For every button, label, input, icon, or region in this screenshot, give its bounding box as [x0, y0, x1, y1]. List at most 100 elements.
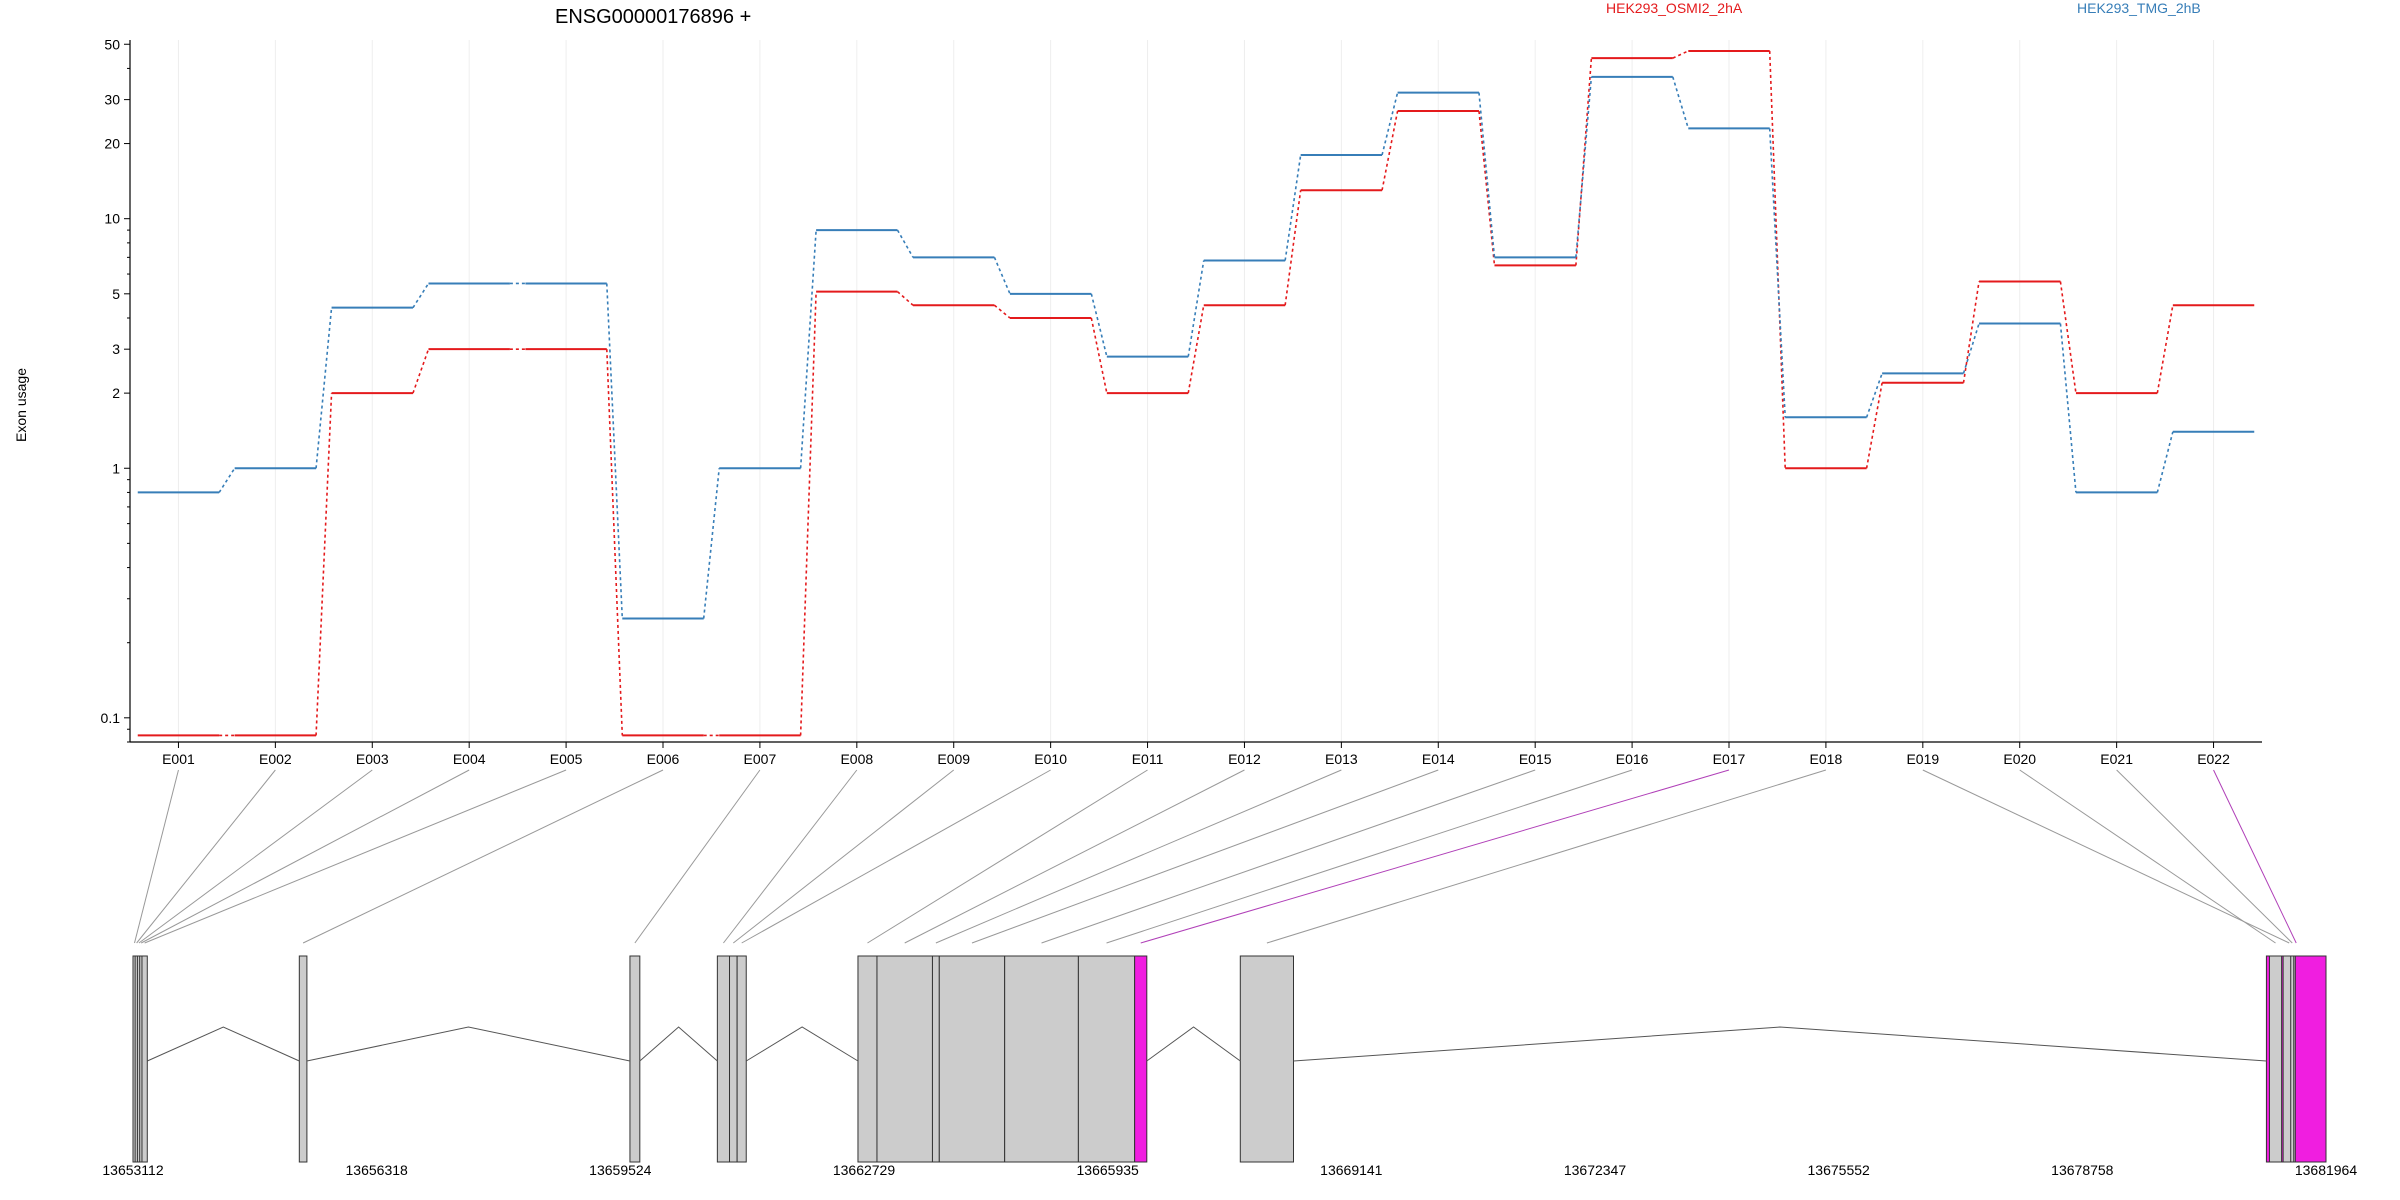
x-tick-label: E019 — [1906, 751, 1939, 767]
y-tick-label: 10 — [104, 211, 120, 227]
x-tick-label: E006 — [647, 751, 680, 767]
connector-e002 — [136, 769, 276, 944]
connector-e001 — [134, 769, 179, 944]
x-tick-label: E007 — [744, 751, 777, 767]
connector-e004 — [140, 769, 470, 944]
connector-e016 — [1106, 769, 1633, 944]
transition — [1962, 281, 1980, 383]
transition — [1478, 110, 1496, 266]
x-tick-label: E014 — [1422, 751, 1455, 767]
gridlines — [177, 40, 2215, 742]
exon-box-e012 — [876, 955, 933, 1163]
x-tick-label: E004 — [453, 751, 486, 767]
exon-box-e020 — [2268, 955, 2283, 1163]
series-b — [137, 75, 2255, 620]
exon-box-e007 — [629, 955, 641, 1163]
connector-e013 — [935, 769, 1342, 944]
intron — [1146, 1026, 1241, 1062]
x-tick-label: E012 — [1228, 751, 1261, 767]
transition — [1284, 190, 1302, 306]
transition — [315, 393, 333, 736]
exon-box-e015 — [1004, 955, 1079, 1163]
connector-e009 — [733, 769, 955, 944]
series-a — [137, 49, 2255, 737]
transition — [2059, 281, 2077, 394]
x-tick-label: E022 — [2197, 751, 2230, 767]
x-tick-label: E005 — [550, 751, 583, 767]
coordinate-tick-label: 13669141 — [1320, 1162, 1383, 1178]
exon-box-e017 — [1134, 955, 1148, 1163]
transition — [799, 230, 817, 469]
y-tick-label: 5 — [112, 286, 120, 302]
transition — [412, 348, 430, 394]
transition — [1865, 382, 1883, 469]
y-tick-label: 20 — [104, 136, 120, 152]
transition — [993, 257, 1011, 295]
exon-box-e005 — [141, 955, 148, 1163]
transition — [799, 291, 817, 736]
x-tick-label: E021 — [2100, 751, 2133, 767]
exon-box-e006 — [298, 955, 308, 1163]
transition — [1575, 76, 1593, 258]
y-tick-label: 0.1 — [101, 710, 121, 726]
exon-connectors — [134, 769, 2297, 944]
transition — [1962, 323, 1980, 374]
transition — [2156, 305, 2174, 394]
exon-box-e011 — [857, 955, 878, 1163]
legend-series-a: HEK293_OSMI2_2hA — [1606, 0, 1743, 16]
transition — [896, 229, 914, 258]
intron — [1293, 1026, 2267, 1062]
x-tick-label: E009 — [937, 751, 970, 767]
transition — [1575, 58, 1593, 266]
transition — [1381, 92, 1399, 156]
transition — [993, 304, 1011, 319]
connector-e012 — [904, 769, 1245, 944]
connector-e011 — [867, 769, 1148, 944]
y-axis-label: Exon usage — [13, 368, 29, 442]
transition — [1381, 110, 1399, 191]
x-tick-label: E010 — [1034, 751, 1067, 767]
connector-e017 — [1140, 769, 1730, 944]
coordinate-axis: 13653112 13656318 13659524 13662729 13665935… — [102, 1162, 2357, 1178]
transition — [1187, 260, 1205, 357]
transition — [1768, 50, 1787, 469]
intron — [639, 1026, 718, 1062]
x-tick-label: E013 — [1325, 751, 1358, 767]
connector-e007 — [634, 769, 761, 944]
intron — [745, 1026, 859, 1062]
exon-box-e013 — [931, 955, 940, 1163]
connector-e021 — [2116, 769, 2293, 944]
transition — [1672, 50, 1689, 59]
y-tick-label: 2 — [112, 385, 120, 401]
transition — [315, 307, 333, 469]
chart-title: ENSG00000176896 + — [555, 6, 751, 28]
transition — [412, 283, 430, 309]
exon-box-e018 — [1239, 955, 1294, 1163]
y-tick-label: 30 — [104, 92, 120, 108]
transition — [605, 349, 624, 736]
intron — [306, 1026, 631, 1062]
coordinate-tick-label: 13665935 — [1077, 1162, 1140, 1178]
connector-e015 — [1041, 769, 1536, 944]
x-tick-label: E001 — [162, 751, 195, 767]
x-tick-label: E020 — [2003, 751, 2036, 767]
coordinate-tick-label: 13662729 — [833, 1162, 896, 1178]
coordinate-tick-label: 13672347 — [1564, 1162, 1627, 1178]
connector-e019 — [1922, 769, 2290, 944]
x-axis: E001 E002 E003 E004 E005 E006 E007 E008 E009 E010… — [130, 741, 2262, 767]
connector-e022 — [2213, 769, 2297, 944]
transition — [896, 291, 914, 306]
connector-e003 — [138, 769, 373, 944]
transition — [1865, 373, 1883, 418]
exon-box-e021 — [2290, 955, 2295, 1163]
x-tick-label: E008 — [840, 751, 873, 767]
connector-e018 — [1266, 769, 1827, 944]
y-tick-label: 1 — [112, 460, 120, 476]
connector-e010 — [741, 769, 1051, 944]
x-tick-label: E011 — [1132, 751, 1164, 767]
connector-e008 — [723, 769, 858, 944]
coordinate-tick-label: 13675552 — [1808, 1162, 1871, 1178]
intron — [147, 1026, 300, 1062]
series-lines — [137, 49, 2255, 737]
transition — [1478, 92, 1496, 258]
